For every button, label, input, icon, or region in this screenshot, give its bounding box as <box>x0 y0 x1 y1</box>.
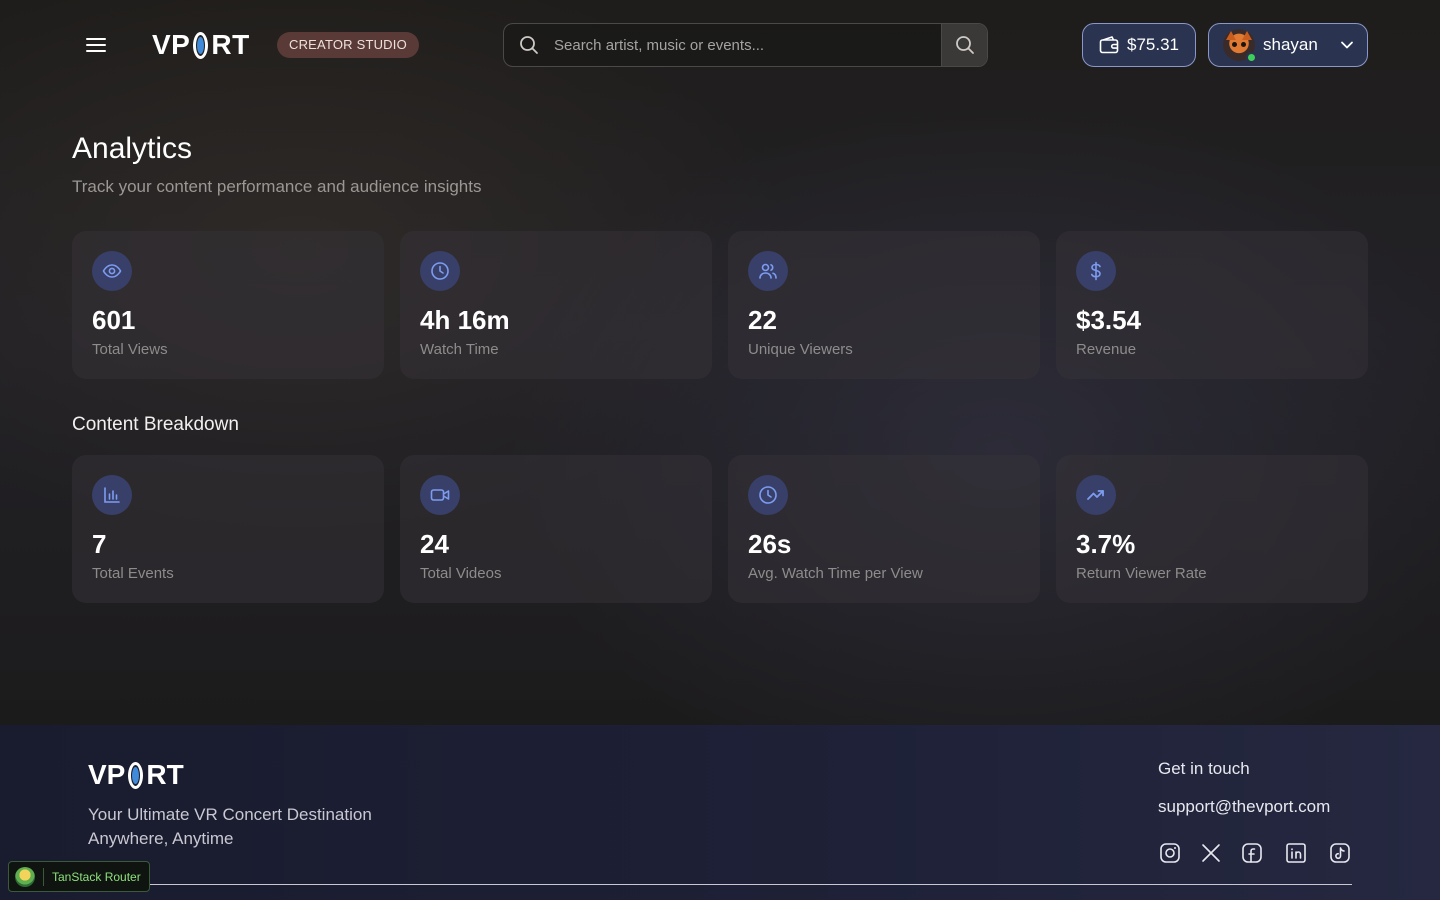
stat-label: Total Views <box>92 341 168 358</box>
stat-card-total-events: 7 Total Events <box>72 455 384 603</box>
search-input[interactable] <box>554 24 941 66</box>
username: shayan <box>1263 35 1318 54</box>
content-breakdown-heading: Content Breakdown <box>72 414 239 435</box>
stat-card-revenue: $3.54 Revenue <box>1056 231 1368 379</box>
stat-card-total-views: 601 Total Views <box>72 231 384 379</box>
search-submit-button[interactable] <box>941 24 987 66</box>
logo-text-left: VP <box>88 759 126 790</box>
top-nav: VP RT CREATOR STUDIO $75.31 shayan <box>0 0 1440 90</box>
trending-up-icon <box>1076 475 1116 515</box>
stat-value: 7 <box>92 529 107 559</box>
wallet-balance-button[interactable]: $75.31 <box>1082 23 1196 67</box>
stat-card-unique-viewers: 22 Unique Viewers <box>728 231 1040 379</box>
online-status-dot <box>1246 52 1257 63</box>
bar-chart-icon <box>92 475 132 515</box>
x-icon[interactable] <box>1199 841 1223 865</box>
stat-card-watch-time: 4h 16m Watch Time <box>400 231 712 379</box>
contact-heading: Get in touch <box>1158 759 1250 778</box>
avatar <box>1223 29 1257 63</box>
footer-divider <box>88 884 1352 885</box>
linkedin-icon[interactable] <box>1284 841 1308 865</box>
social-links <box>1158 841 1352 865</box>
logo[interactable]: VP RT <box>152 28 250 62</box>
footer-tagline: Your Ultimate VR Concert Destination <box>88 805 372 824</box>
users-icon <box>748 251 788 291</box>
footer-tagline-secondary: Anywhere, Anytime <box>88 829 234 848</box>
stat-label: Unique Viewers <box>748 341 853 358</box>
stat-card-avg-watch-time: 26s Avg. Watch Time per View <box>728 455 1040 603</box>
stat-value: 4h 16m <box>420 305 510 335</box>
tanstack-router-devtools-button[interactable]: TanStack Router <box>8 861 150 892</box>
stat-label: Total Events <box>92 565 174 582</box>
wallet-icon <box>1099 36 1119 54</box>
logo-text-right: RT <box>211 29 250 60</box>
support-email-link[interactable]: support@thevport.com <box>1158 797 1331 816</box>
logo-text-right: RT <box>146 759 184 790</box>
breakdown-cards: 7 Total Events 24 Total Videos 26s Avg. … <box>72 455 1368 603</box>
chevron-down-icon <box>1340 40 1354 50</box>
stat-value: 22 <box>748 305 777 335</box>
logo-portal-icon <box>128 761 144 789</box>
creator-studio-badge: CREATOR STUDIO <box>277 32 419 58</box>
video-icon <box>420 475 460 515</box>
search-bar <box>503 23 988 67</box>
clock-icon <box>420 251 460 291</box>
search-icon <box>504 24 554 66</box>
stats-cards: 601 Total Views 4h 16m Watch Time 22 Uni… <box>72 231 1368 379</box>
stat-label: Revenue <box>1076 341 1137 358</box>
clock-icon <box>748 475 788 515</box>
page-title: Analytics <box>72 132 193 165</box>
stat-label: Watch Time <box>420 341 499 358</box>
tanstack-logo-icon <box>15 866 35 887</box>
footer-logo[interactable]: VP RT <box>88 759 184 791</box>
wallet-amount: $75.31 <box>1127 35 1179 54</box>
stat-card-return-viewer-rate: 3.7% Return Viewer Rate <box>1056 455 1368 603</box>
stat-label: Total Videos <box>420 565 502 582</box>
hamburger-menu-icon[interactable] <box>78 27 114 63</box>
stat-value: 3.7% <box>1076 529 1136 559</box>
stat-value: $3.54 <box>1076 305 1142 335</box>
stat-label: Avg. Watch Time per View <box>748 565 923 582</box>
dollar-icon <box>1076 251 1116 291</box>
logo-text-left: VP <box>152 29 191 60</box>
user-menu-button[interactable]: shayan <box>1208 23 1368 67</box>
facebook-icon[interactable] <box>1240 841 1264 865</box>
stat-value: 26s <box>748 529 792 559</box>
footer: VP RT Your Ultimate VR Concert Destinatio… <box>0 725 1440 900</box>
logo-portal-icon <box>193 31 209 59</box>
instagram-icon[interactable] <box>1158 841 1182 865</box>
divider <box>43 867 44 886</box>
page-subtitle: Track your content performance and audie… <box>72 177 482 196</box>
stat-value: 601 <box>92 305 136 335</box>
stat-card-total-videos: 24 Total Videos <box>400 455 712 603</box>
tiktok-icon[interactable] <box>1328 841 1352 865</box>
tanstack-router-label: TanStack Router <box>52 869 141 884</box>
stat-label: Return Viewer Rate <box>1076 565 1207 582</box>
search-icon <box>955 36 974 54</box>
eye-icon <box>92 251 132 291</box>
stat-value: 24 <box>420 529 449 559</box>
